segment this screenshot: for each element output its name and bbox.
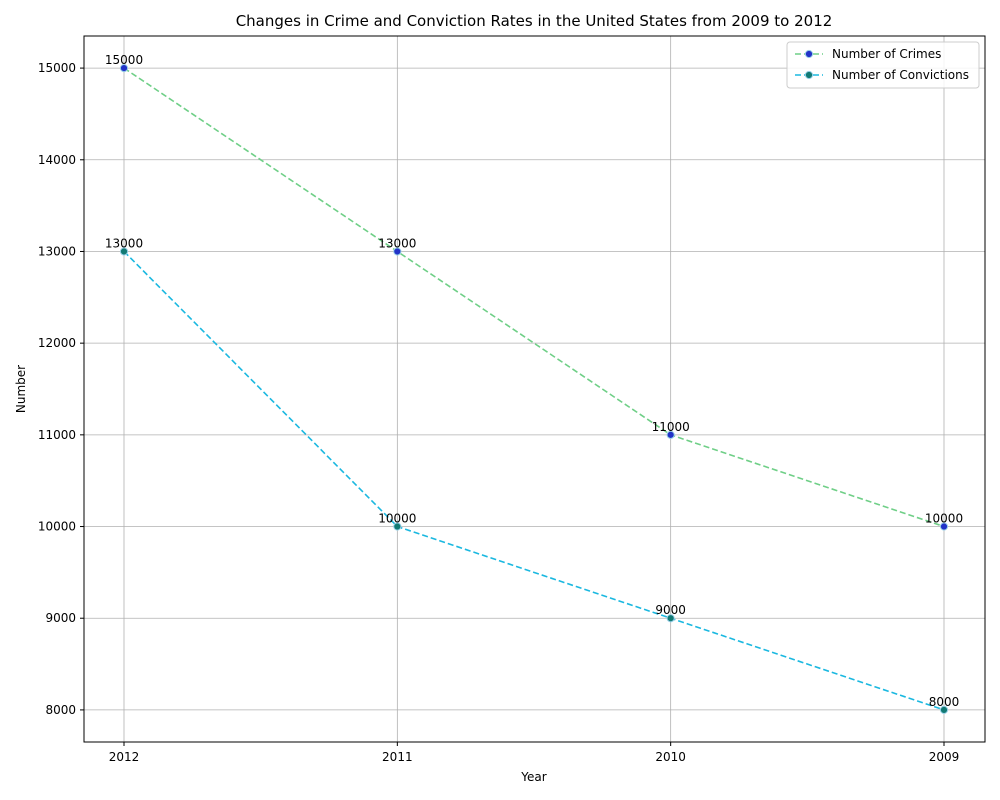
- y-tick-label: 15000: [38, 61, 76, 75]
- data-point: [119, 247, 129, 256]
- data-label: 10000: [925, 512, 963, 526]
- legend: Number of Crimes Number of Convictions: [786, 41, 980, 89]
- legend-entry: Number of Convictions: [832, 68, 969, 82]
- legend-swatch-marker: [804, 70, 814, 80]
- chart-title: Changes in Crime and Conviction Rates in…: [236, 12, 833, 30]
- grid: [84, 36, 985, 742]
- series-crimes: 15000 13000 11000 10000: [105, 53, 963, 531]
- y-tick-label: 14000: [38, 153, 76, 167]
- data-label: 13000: [105, 236, 143, 250]
- data-label: 11000: [652, 420, 690, 434]
- data-point: [939, 705, 949, 715]
- data-point: [939, 522, 949, 531]
- y-tick-label: 12000: [38, 336, 76, 350]
- y-tick-label: 11000: [38, 428, 76, 442]
- legend-swatch-marker: [804, 49, 814, 59]
- data-point: [393, 522, 402, 531]
- series-line: [123, 250, 945, 711]
- tick-layer: 2012 2011 2010 2009 8000 9000 10000 11000 12000 1…: [38, 61, 959, 764]
- x-tick-label: 2011: [382, 750, 413, 764]
- data-point: [666, 614, 675, 623]
- y-tick-label: 9000: [45, 611, 76, 625]
- legend-box: [786, 41, 980, 89]
- series-layer: 15000 13000 11000 10000 13000 10000 9000 8000: [105, 53, 963, 715]
- x-tick-label: 2009: [929, 750, 960, 764]
- data-point: [119, 63, 129, 73]
- legend-entry: Number of Crimes: [832, 47, 941, 61]
- x-axis-label: Year: [520, 770, 546, 784]
- x-tick-label: 2012: [109, 750, 140, 764]
- y-axis-label: Number: [14, 365, 28, 413]
- data-point: [393, 247, 402, 256]
- plot-frame: [83, 35, 986, 743]
- x-tick-label: 2010: [655, 750, 686, 764]
- series-line: [123, 67, 945, 528]
- y-tick-label: 10000: [38, 520, 76, 534]
- data-label: 13000: [378, 236, 416, 250]
- data-label: 9000: [655, 603, 686, 617]
- data-point: [666, 430, 675, 439]
- data-label: 15000: [105, 53, 143, 67]
- data-label: 10000: [378, 512, 416, 526]
- y-tick-label: 13000: [38, 244, 76, 258]
- series-convictions: 13000 10000 9000 8000: [105, 236, 960, 715]
- y-tick-label: 8000: [45, 703, 76, 717]
- data-label: 8000: [929, 695, 960, 709]
